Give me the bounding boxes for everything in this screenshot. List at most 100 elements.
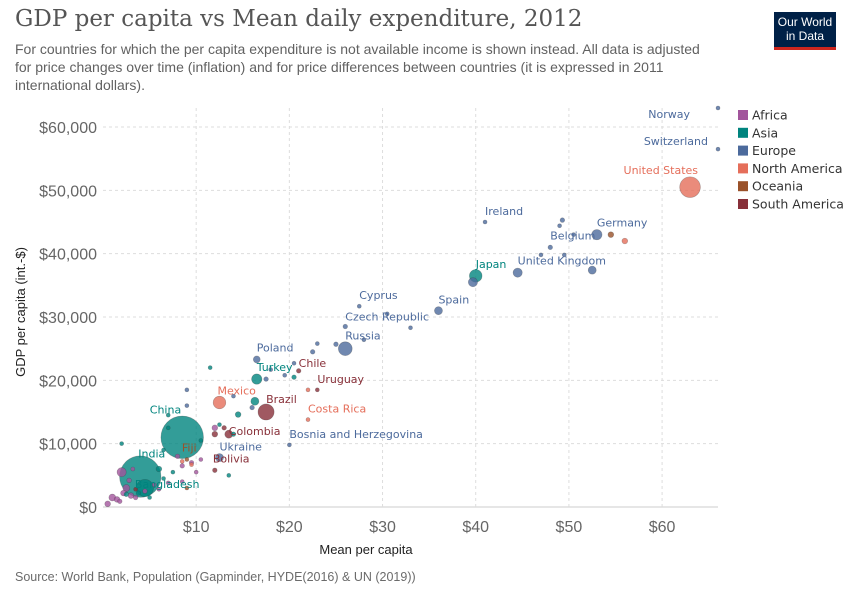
- data-point[interactable]: [142, 488, 148, 494]
- legend-swatch[interactable]: [738, 127, 748, 138]
- data-point[interactable]: [130, 466, 136, 472]
- legend-item-label[interactable]: Africa: [752, 108, 788, 123]
- data-point[interactable]: [184, 387, 190, 393]
- data-point[interactable]: [184, 485, 190, 491]
- data-point[interactable]: [179, 463, 185, 469]
- data-point[interactable]: [305, 417, 311, 422]
- data-point[interactable]: [282, 372, 288, 378]
- data-point[interactable]: [338, 341, 353, 356]
- legend-swatch[interactable]: [738, 163, 748, 174]
- legend-item-label[interactable]: North America: [752, 161, 843, 176]
- data-point[interactable]: [211, 424, 218, 432]
- data-point[interactable]: [122, 484, 131, 492]
- data-point[interactable]: [468, 277, 478, 288]
- data-point[interactable]: [119, 441, 124, 446]
- legend-swatch[interactable]: [738, 199, 748, 209]
- data-point[interactable]: [123, 491, 129, 497]
- data-point[interactable]: [342, 323, 348, 330]
- data-point[interactable]: [127, 492, 135, 499]
- data-point[interactable]: [559, 217, 565, 223]
- data-point[interactable]: [155, 465, 163, 473]
- data-point[interactable]: [607, 231, 615, 238]
- data-point[interactable]: [117, 498, 123, 504]
- data-point[interactable]: [621, 237, 628, 245]
- data-point[interactable]: [147, 495, 152, 500]
- data-point[interactable]: [315, 387, 320, 393]
- data-point[interactable]: [184, 457, 190, 462]
- data-point[interactable]: [291, 374, 297, 380]
- data-point[interactable]: [104, 500, 111, 508]
- data-point[interactable]: [482, 219, 488, 225]
- data-point[interactable]: [189, 462, 194, 467]
- legend-item-label[interactable]: South America: [752, 197, 844, 212]
- data-point[interactable]: [315, 341, 320, 346]
- owid-logo[interactable]: Our World in Data: [774, 12, 836, 50]
- data-point[interactable]: [212, 467, 218, 473]
- data-point[interactable]: [165, 412, 171, 418]
- data-point[interactable]: [679, 176, 701, 198]
- data-point[interactable]: [160, 415, 204, 459]
- data-point[interactable]: [170, 469, 176, 475]
- data-point[interactable]: [179, 479, 185, 484]
- data-point[interactable]: [591, 229, 603, 241]
- data-point[interactable]: [198, 438, 204, 443]
- data-point[interactable]: [333, 341, 339, 347]
- data-point[interactable]: [133, 494, 139, 501]
- data-point[interactable]: [547, 244, 553, 250]
- data-point[interactable]: [356, 303, 362, 309]
- data-point[interactable]: [151, 482, 157, 488]
- data-point[interactable]: [184, 403, 190, 408]
- data-point[interactable]: [165, 425, 171, 431]
- legend-item-label[interactable]: Oceania: [752, 179, 803, 194]
- data-point[interactable]: [310, 349, 316, 355]
- legend-swatch[interactable]: [738, 181, 748, 192]
- data-point[interactable]: [268, 367, 274, 372]
- data-point[interactable]: [156, 486, 162, 492]
- data-point[interactable]: [251, 373, 263, 385]
- data-point[interactable]: [193, 469, 199, 475]
- data-point[interactable]: [557, 223, 562, 229]
- data-point[interactable]: [715, 146, 721, 152]
- data-point[interactable]: [198, 457, 204, 462]
- data-point[interactable]: [257, 403, 275, 421]
- data-point[interactable]: [571, 232, 576, 237]
- data-point[interactable]: [253, 355, 261, 364]
- data-point[interactable]: [512, 267, 523, 278]
- data-point[interactable]: [116, 467, 127, 478]
- data-point[interactable]: [291, 360, 297, 366]
- data-point[interactable]: [305, 387, 311, 393]
- legend-item-label[interactable]: Asia: [752, 125, 778, 140]
- data-point[interactable]: [174, 453, 181, 459]
- data-point[interactable]: [384, 311, 390, 317]
- data-point[interactable]: [715, 105, 721, 111]
- data-point[interactable]: [538, 252, 544, 258]
- data-point[interactable]: [408, 325, 413, 331]
- legend-swatch[interactable]: [738, 145, 748, 156]
- data-point[interactable]: [161, 476, 166, 481]
- data-point[interactable]: [287, 442, 292, 448]
- data-point[interactable]: [296, 368, 302, 374]
- data-point[interactable]: [221, 425, 227, 431]
- data-point[interactable]: [207, 365, 213, 370]
- data-point[interactable]: [230, 431, 237, 437]
- data-point[interactable]: [161, 447, 166, 453]
- legend[interactable]: Africa Asia Europe North America Oceania Sout…: [738, 108, 844, 212]
- data-point[interactable]: [361, 337, 367, 343]
- data-point[interactable]: [165, 480, 171, 486]
- data-point[interactable]: [231, 393, 236, 399]
- data-point[interactable]: [135, 490, 142, 496]
- data-point[interactable]: [217, 422, 222, 427]
- legend-swatch[interactable]: [738, 110, 748, 120]
- data-point[interactable]: [212, 395, 227, 410]
- data-point[interactable]: [211, 430, 218, 438]
- legend-item-label[interactable]: Europe: [752, 143, 796, 158]
- data-point[interactable]: [561, 252, 567, 258]
- data-point[interactable]: [249, 404, 255, 411]
- data-point[interactable]: [179, 459, 185, 464]
- data-point[interactable]: [234, 411, 242, 418]
- data-point[interactable]: [226, 473, 232, 478]
- data-point[interactable]: [215, 453, 224, 462]
- data-point[interactable]: [587, 265, 597, 275]
- data-point[interactable]: [250, 396, 260, 406]
- data-point[interactable]: [126, 477, 132, 484]
